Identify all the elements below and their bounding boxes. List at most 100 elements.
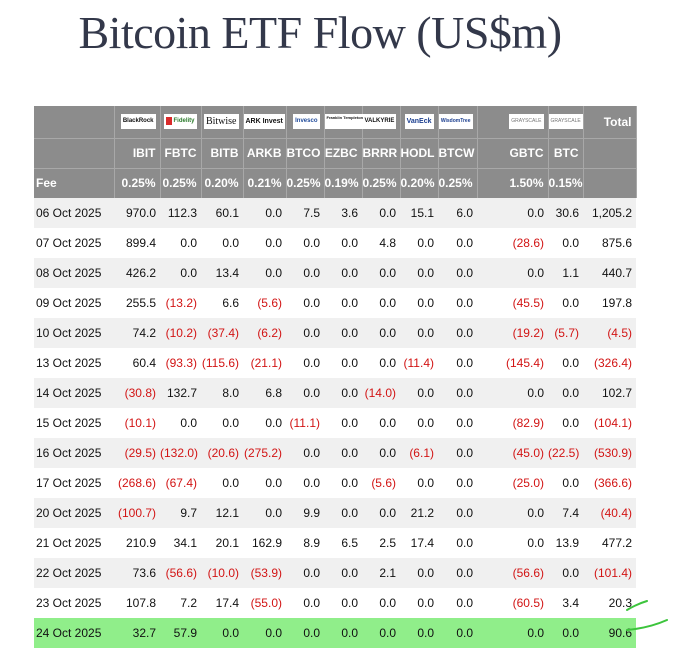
flow-cell: 0.0 bbox=[243, 498, 286, 528]
ticker-header: EZBC bbox=[324, 137, 363, 168]
ticker-header: HODL bbox=[400, 137, 439, 168]
flow-cell: 0.0 bbox=[362, 348, 400, 378]
flow-cell: 0.0 bbox=[243, 468, 286, 498]
flow-cell: 12.1 bbox=[201, 498, 243, 528]
total-cell: (104.1) bbox=[583, 408, 636, 438]
blackrock-logo: BlackRock bbox=[120, 114, 156, 130]
flow-cell: 0.0 bbox=[362, 498, 400, 528]
flow-cell: 0.0 bbox=[548, 408, 583, 438]
flow-cell: (37.4) bbox=[201, 318, 243, 348]
total-cell: (4.5) bbox=[583, 318, 636, 348]
flow-cell: 8.0 bbox=[201, 378, 243, 408]
total-cell: (530.9) bbox=[583, 438, 636, 468]
ticker-row-total-blank bbox=[583, 137, 637, 168]
table-row: 23 Oct 2025 107.8 7.2 17.4 (55.0) 0.0 0.0 0.0 0.… bbox=[34, 588, 636, 618]
grayscale-logo: GRAYSCALE bbox=[509, 114, 544, 130]
ticker-row-blank bbox=[34, 137, 115, 168]
table-row: 08 Oct 2025 426.2 0.0 13.4 0.0 0.0 0.0 0.0 0.0 0.… bbox=[34, 258, 636, 288]
flow-cell: 9.9 bbox=[286, 498, 324, 528]
flow-cell: 3.6 bbox=[324, 198, 362, 228]
fee-value: 0.25% bbox=[362, 167, 401, 198]
flow-cell: 0.0 bbox=[548, 288, 583, 318]
flow-cell: 21.2 bbox=[400, 498, 438, 528]
flow-cell: 0.0 bbox=[324, 408, 362, 438]
flow-cell: (132.0) bbox=[160, 438, 201, 468]
flow-cell: 0.0 bbox=[286, 318, 324, 348]
flow-cell: 0.0 bbox=[400, 318, 438, 348]
flow-cell: (10.1) bbox=[114, 408, 160, 438]
flow-cell: 210.9 bbox=[114, 528, 160, 558]
flow-cell: (100.7) bbox=[114, 498, 160, 528]
ticker-header: BTCO bbox=[286, 137, 325, 168]
logo-row: BlackRock Fidelity Bitwise ARK Invest In… bbox=[34, 106, 637, 138]
annotation-stroke-bottom bbox=[626, 619, 668, 631]
table-row: 07 Oct 2025 899.4 0.0 0.0 0.0 0.0 0.0 4.8 0.0 0.0… bbox=[34, 228, 636, 258]
flow-cell: 73.6 bbox=[114, 558, 160, 588]
flow-cell: (56.6) bbox=[477, 558, 548, 588]
flow-cell: 13.4 bbox=[201, 258, 243, 288]
flow-cell: (268.6) bbox=[114, 468, 160, 498]
flow-cell: 0.0 bbox=[362, 408, 400, 438]
flow-cell: 0.0 bbox=[324, 258, 362, 288]
flow-cell: 0.0 bbox=[400, 288, 438, 318]
ticker-header: BRRR bbox=[362, 137, 401, 168]
flow-cell: 0.0 bbox=[362, 318, 400, 348]
flow-cell: 0.0 bbox=[438, 228, 477, 258]
flow-cell: 0.0 bbox=[438, 468, 477, 498]
flow-cell: 0.0 bbox=[438, 558, 477, 588]
fee-value: 0.20% bbox=[201, 167, 244, 198]
flow-cell: 0.0 bbox=[548, 558, 583, 588]
fee-row-total-blank bbox=[583, 167, 637, 198]
flow-cell: (5.7) bbox=[548, 318, 583, 348]
flow-cell: 4.8 bbox=[362, 228, 400, 258]
flow-cell: 6.0 bbox=[438, 198, 477, 228]
total-cell: 20.3 bbox=[583, 588, 636, 618]
flow-cell: 0.0 bbox=[438, 348, 477, 378]
flow-cell: (21.1) bbox=[243, 348, 286, 378]
date-cell: 07 Oct 2025 bbox=[34, 228, 114, 258]
franklin-templeton-logo: Franklin Templeton bbox=[324, 114, 366, 130]
flow-cell: 132.7 bbox=[160, 378, 201, 408]
flow-cell: 107.8 bbox=[114, 588, 160, 618]
table-row: 06 Oct 2025 970.0 112.3 60.1 0.0 7.5 3.6 0.0 15.… bbox=[34, 198, 636, 228]
fee-row: Fee 0.25% 0.25% 0.20% 0.21% 0.25% 0.19% … bbox=[34, 167, 637, 198]
table-row: 13 Oct 2025 60.4 (93.3) (115.6) (21.1) 0.0 0.0… bbox=[34, 348, 636, 378]
flow-cell: 0.0 bbox=[438, 378, 477, 408]
flow-cell: 60.1 bbox=[201, 198, 243, 228]
flow-cell: 0.0 bbox=[324, 378, 362, 408]
flow-cell: 0.0 bbox=[324, 438, 362, 468]
logo-cell: Fidelity bbox=[160, 106, 202, 138]
flow-cell: 426.2 bbox=[114, 258, 160, 288]
handwritten-annotation bbox=[626, 600, 668, 631]
flow-cell: 0.0 bbox=[477, 618, 548, 648]
table-row: 14 Oct 2025 (30.8) 132.7 8.0 6.8 0.0 0.0 (14.0)… bbox=[34, 378, 636, 408]
fee-value: 1.50% bbox=[477, 167, 549, 198]
flow-cell: (275.2) bbox=[243, 438, 286, 468]
flow-cell: 0.0 bbox=[286, 438, 324, 468]
flow-cell: 0.0 bbox=[286, 258, 324, 288]
logo-cell: WisdomTree bbox=[438, 106, 478, 138]
logo-cell: GRAYSCALE bbox=[477, 106, 549, 138]
flow-cell: (6.1) bbox=[400, 438, 438, 468]
flow-cell: 899.4 bbox=[114, 228, 160, 258]
flow-cell: 0.0 bbox=[400, 408, 438, 438]
fee-value: 0.20% bbox=[400, 167, 439, 198]
table-row: 10 Oct 2025 74.2 (10.2) (37.4) (6.2) 0.0 0.0 0.… bbox=[34, 318, 636, 348]
flow-cell: 112.3 bbox=[160, 198, 201, 228]
flow-cell: 255.5 bbox=[114, 288, 160, 318]
flow-cell: 0.0 bbox=[362, 618, 400, 648]
total-cell: 197.8 bbox=[583, 288, 636, 318]
fee-value: 0.25% bbox=[160, 167, 202, 198]
total-cell: 477.2 bbox=[583, 528, 636, 558]
flow-cell: 0.0 bbox=[243, 228, 286, 258]
flow-cell: (145.4) bbox=[477, 348, 548, 378]
flow-cell: 0.0 bbox=[362, 258, 400, 288]
flow-cell: (30.8) bbox=[114, 378, 160, 408]
flow-cell: 0.0 bbox=[286, 288, 324, 318]
flow-cell: 60.4 bbox=[114, 348, 160, 378]
flow-cell: (10.0) bbox=[201, 558, 243, 588]
flow-cell: 0.0 bbox=[400, 378, 438, 408]
flow-cell: (19.2) bbox=[477, 318, 548, 348]
table-row-highlighted: 24 Oct 2025 32.7 57.9 0.0 0.0 0.0 0.0 0.0 0.0 0.0… bbox=[34, 618, 636, 648]
flow-cell: 57.9 bbox=[160, 618, 201, 648]
